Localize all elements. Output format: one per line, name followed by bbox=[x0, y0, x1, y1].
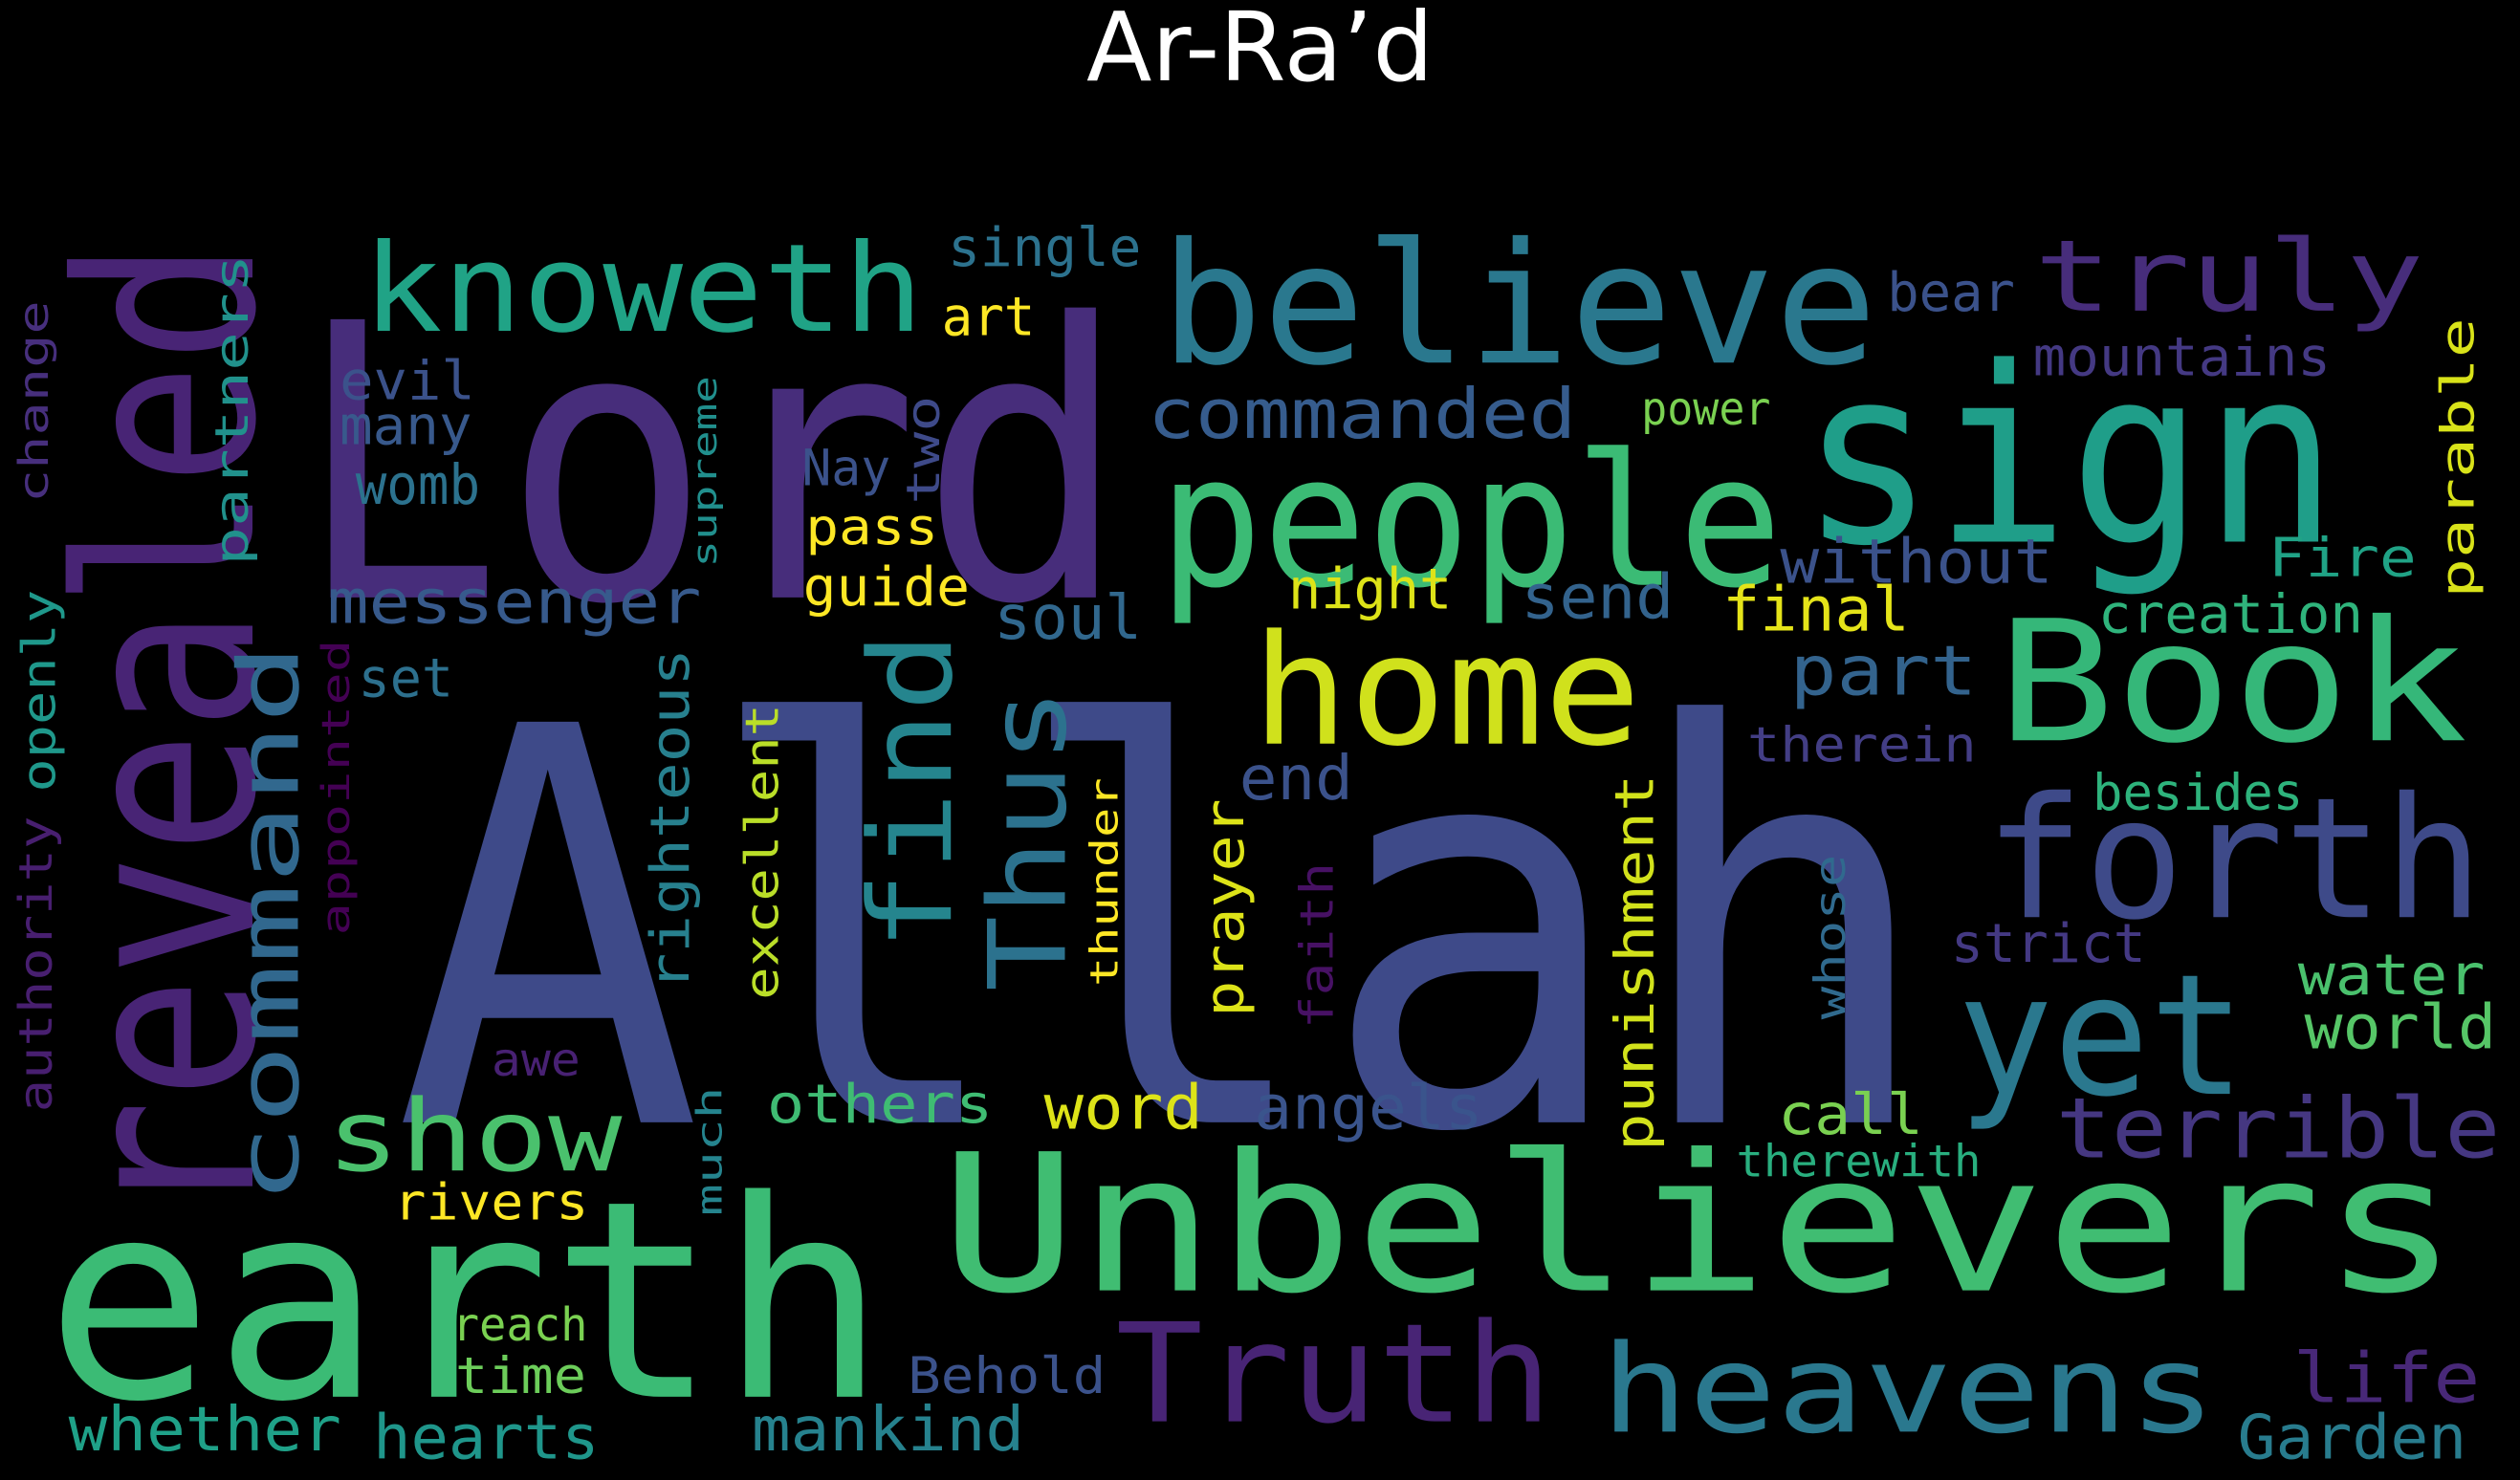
word-word: word bbox=[1044, 1074, 1203, 1144]
word-revealed: revealed bbox=[27, 240, 311, 1222]
word-yet: yet bbox=[1957, 939, 2246, 1134]
word-excellent: excellent bbox=[737, 704, 790, 1000]
word-womb: womb bbox=[356, 453, 480, 517]
word-parable: parable bbox=[2433, 317, 2486, 599]
word-appointed: appointed bbox=[315, 640, 359, 936]
word-garden: Garden bbox=[2238, 1403, 2467, 1473]
word-guide: guide bbox=[803, 556, 970, 619]
word-end: end bbox=[1239, 744, 1353, 815]
word-whose: whose bbox=[1806, 855, 1855, 1020]
word-thunder: thunder bbox=[1083, 777, 1127, 986]
word-bear: bear bbox=[1887, 262, 2015, 324]
word-find: find bbox=[845, 632, 978, 951]
word-angels: angels bbox=[1254, 1074, 1483, 1144]
word-part: part bbox=[1790, 631, 1978, 711]
word-hearts: hearts bbox=[373, 1403, 599, 1473]
word-nay: Nay bbox=[801, 439, 890, 497]
word-sign: sign bbox=[1800, 316, 2337, 600]
word-call: call bbox=[1778, 1081, 1923, 1147]
word-change: change bbox=[11, 300, 58, 503]
word-power: power bbox=[1641, 383, 1770, 436]
word-therewith: therewith bbox=[1737, 1135, 1982, 1186]
word-set: set bbox=[359, 648, 453, 710]
word-mountains: mountains bbox=[2033, 327, 2331, 389]
word-behold: Behold bbox=[908, 1347, 1106, 1405]
word-evil: evil bbox=[340, 351, 475, 413]
word-allah: Allah bbox=[394, 612, 1938, 1252]
word-openly: openly bbox=[14, 590, 67, 793]
word-without: without bbox=[1780, 527, 2052, 598]
word-therein: therein bbox=[1747, 717, 1977, 773]
word-home: home bbox=[1252, 602, 1642, 780]
word-awe: awe bbox=[492, 1034, 581, 1087]
word-night: night bbox=[1288, 556, 1452, 622]
word-unbelievers: Unbelievers bbox=[939, 1115, 2459, 1337]
word-partners: partners bbox=[207, 254, 259, 566]
word-lord: Lord bbox=[295, 244, 1129, 688]
word-heavens: heavens bbox=[1601, 1318, 2217, 1461]
word-pass: pass bbox=[805, 499, 938, 557]
word-commanded: commanded bbox=[1148, 374, 1576, 454]
word-creation: creation bbox=[2098, 583, 2363, 645]
word-fire: Fire bbox=[2268, 528, 2417, 590]
word-show: show bbox=[326, 1079, 623, 1194]
word-water: water bbox=[2298, 942, 2486, 1008]
word-knoweth: knoweth bbox=[362, 218, 924, 360]
word-authority: authority bbox=[11, 816, 63, 1113]
word-send: send bbox=[1522, 562, 1675, 633]
word-righteous: righteous bbox=[640, 648, 702, 991]
word-others: others bbox=[767, 1074, 993, 1136]
word-prayer: prayer bbox=[1194, 798, 1257, 1016]
word-world: world bbox=[2305, 993, 2497, 1064]
word-forth: forth bbox=[1984, 762, 2484, 957]
figure-title: Ar-Ra’d bbox=[1085, 0, 1435, 103]
word-besides: besides bbox=[2093, 764, 2303, 822]
word-truth: Truth bbox=[1116, 1295, 1552, 1454]
word-whether: whether bbox=[69, 1395, 341, 1466]
word-book: Book bbox=[1997, 585, 2467, 780]
word-art: art bbox=[942, 287, 1036, 349]
word-supreme: supreme bbox=[686, 376, 725, 568]
word-faith: faith bbox=[1292, 862, 1345, 1029]
word-people: people bbox=[1159, 416, 1783, 629]
word-messenger: messenger bbox=[327, 567, 701, 638]
word-mankind: mankind bbox=[752, 1395, 1024, 1466]
word-terrible: terrible bbox=[2056, 1080, 2501, 1178]
word-truly: truly bbox=[2034, 220, 2424, 335]
word-two: two bbox=[898, 396, 951, 505]
word-reach: reach bbox=[452, 1299, 588, 1352]
word-command: command bbox=[221, 643, 318, 1205]
word-final: final bbox=[1722, 576, 1910, 646]
word-earth: earth bbox=[45, 1142, 887, 1462]
word-soul: soul bbox=[994, 583, 1142, 654]
word-life: life bbox=[2293, 1338, 2481, 1418]
word-much: much bbox=[689, 1087, 730, 1216]
word-thus: Thus bbox=[967, 687, 1091, 991]
word-punishment: punishment bbox=[1604, 774, 1666, 1151]
word-many: many bbox=[340, 396, 472, 458]
word-time: time bbox=[455, 1347, 586, 1405]
word-single: single bbox=[948, 217, 1141, 279]
word-rivers: rivers bbox=[394, 1174, 589, 1232]
word-believe: believe bbox=[1160, 207, 1877, 403]
word-strict: strict bbox=[1951, 913, 2146, 975]
